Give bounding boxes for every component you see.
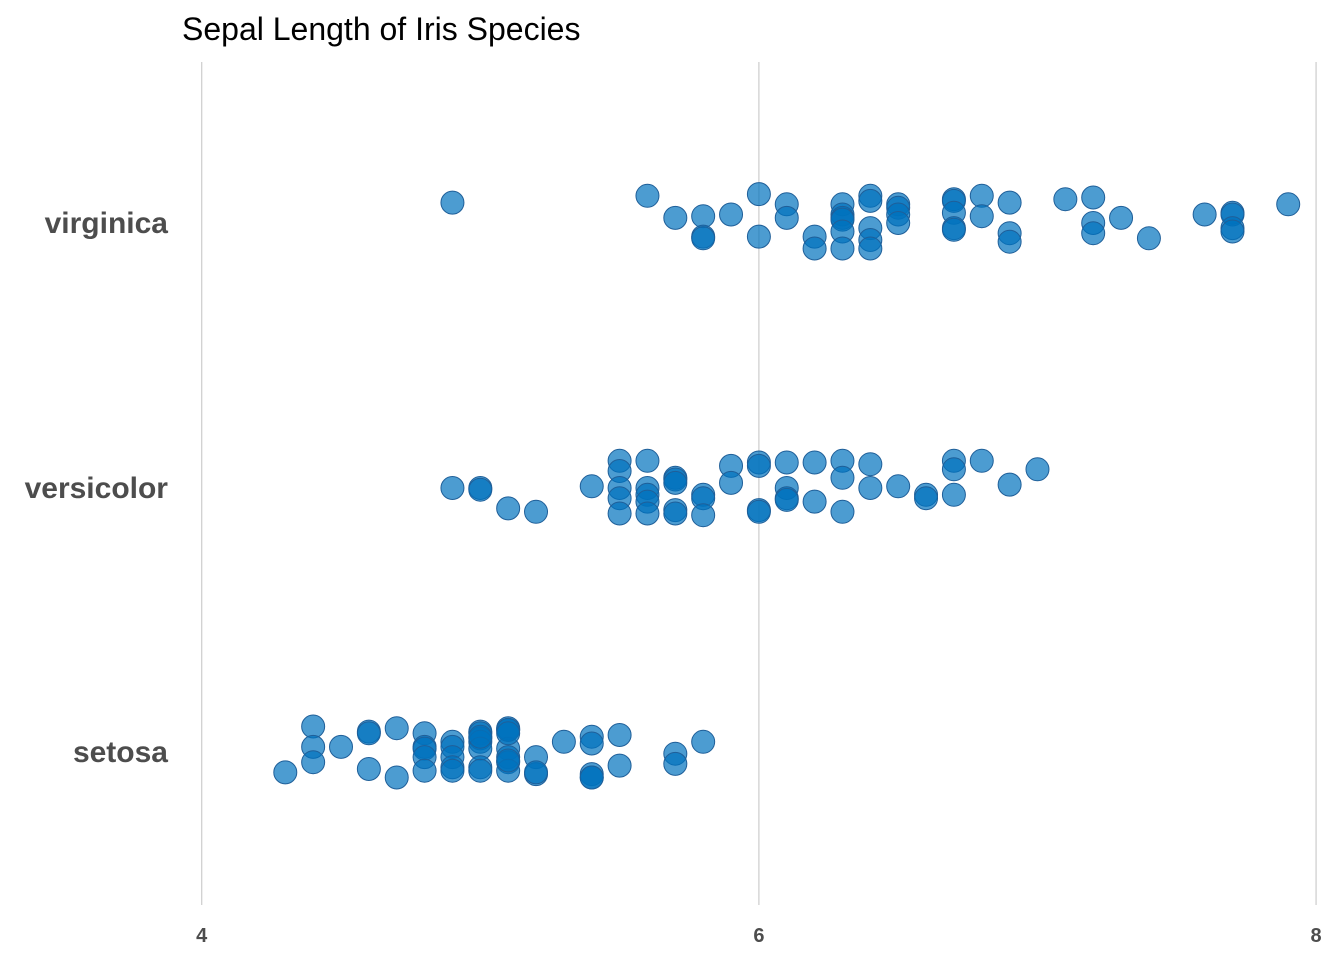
- data-point-virginica: [1053, 187, 1078, 212]
- data-point-virginica: [691, 204, 716, 229]
- data-point-setosa: [524, 760, 549, 785]
- data-point-versicolor: [858, 452, 883, 477]
- data-point-virginica: [830, 236, 855, 261]
- data-point-versicolor: [914, 486, 939, 511]
- data-point-virginica: [719, 202, 744, 227]
- data-point-virginica: [858, 236, 883, 261]
- data-point-virginica: [774, 205, 799, 230]
- data-point-virginica: [691, 226, 716, 251]
- x-tick-label: 4: [196, 925, 208, 947]
- data-point-setosa: [384, 716, 409, 741]
- data-point-setosa: [607, 753, 632, 778]
- data-point-versicolor: [802, 489, 827, 514]
- data-point-setosa: [607, 723, 632, 747]
- data-point-versicolor: [941, 457, 966, 482]
- data-point-virginica: [1109, 205, 1134, 230]
- data-point-setosa: [468, 724, 493, 749]
- data-point-versicolor: [1025, 457, 1050, 482]
- data-point-virginica: [440, 190, 465, 215]
- data-point-setosa: [579, 765, 604, 790]
- data-point-versicolor: [663, 470, 688, 495]
- data-point-versicolor: [440, 476, 465, 500]
- data-point-setosa: [551, 729, 576, 754]
- category-label-versicolor: versicolor: [25, 472, 169, 505]
- data-point-virginica: [858, 188, 883, 213]
- data-point-setosa: [691, 729, 716, 754]
- data-point-virginica: [1192, 202, 1217, 227]
- data-point-setosa: [579, 731, 604, 756]
- data-point-virginica: [1081, 185, 1106, 210]
- data-point-virginica: [969, 183, 994, 208]
- data-point-versicolor: [886, 474, 911, 499]
- x-tick-label: 8: [1311, 925, 1322, 947]
- data-point-virginica: [997, 190, 1022, 215]
- data-point-versicolor: [496, 496, 521, 521]
- data-point-versicolor: [746, 499, 771, 524]
- category-label-virginica: virginica: [45, 207, 169, 240]
- data-point-virginica: [1081, 221, 1106, 246]
- data-point-versicolor: [468, 477, 493, 502]
- data-point-versicolor: [969, 448, 994, 473]
- data-point-virginica: [746, 224, 771, 249]
- data-point-virginica: [1220, 219, 1245, 244]
- data-point-versicolor: [830, 499, 855, 524]
- data-point-virginica: [941, 217, 966, 242]
- data-point-setosa: [496, 721, 521, 746]
- data-point-setosa: [440, 758, 465, 783]
- data-point-versicolor: [941, 482, 966, 507]
- data-point-versicolor: [524, 499, 549, 524]
- data-point-setosa: [301, 714, 326, 739]
- data-point-versicolor: [579, 474, 604, 499]
- data-point-versicolor: [830, 465, 855, 490]
- data-point-setosa: [356, 721, 381, 746]
- chart-title: Sepal Length of Iris Species: [182, 11, 580, 47]
- data-points: [273, 182, 1301, 790]
- category-axis-labels: setosa versicolor virginica: [25, 207, 169, 769]
- data-point-versicolor: [663, 501, 688, 526]
- data-point-versicolor: [774, 487, 799, 512]
- data-point-setosa: [356, 757, 381, 781]
- data-point-setosa: [496, 748, 521, 773]
- data-point-versicolor: [997, 472, 1022, 497]
- x-tick-label: 6: [753, 925, 764, 947]
- data-point-versicolor: [719, 470, 744, 495]
- data-point-virginica: [886, 211, 911, 235]
- data-point-setosa: [329, 734, 354, 759]
- data-point-versicolor: [802, 450, 827, 475]
- data-point-virginica: [969, 204, 994, 229]
- data-point-versicolor: [858, 476, 883, 500]
- data-point-versicolor: [691, 503, 716, 528]
- data-point-virginica: [663, 205, 688, 230]
- data-point-setosa: [468, 758, 493, 783]
- data-point-virginica: [1136, 226, 1161, 251]
- data-point-setosa: [301, 750, 326, 775]
- x-axis-tick-labels: 4 6 8: [196, 925, 1321, 947]
- data-point-virginica: [997, 229, 1022, 254]
- data-point-virginica: [635, 183, 660, 208]
- data-point-versicolor: [746, 453, 771, 478]
- data-point-versicolor: [635, 501, 660, 526]
- category-label-setosa: setosa: [73, 736, 168, 769]
- data-point-versicolor: [635, 448, 660, 473]
- data-point-versicolor: [774, 450, 799, 475]
- data-point-setosa: [384, 765, 409, 790]
- data-point-virginica: [746, 182, 771, 207]
- data-point-setosa: [273, 760, 298, 785]
- data-point-setosa: [412, 758, 437, 783]
- data-point-virginica: [802, 236, 827, 261]
- data-point-setosa: [663, 751, 688, 776]
- data-point-versicolor: [607, 501, 632, 526]
- data-point-virginica: [1276, 192, 1301, 217]
